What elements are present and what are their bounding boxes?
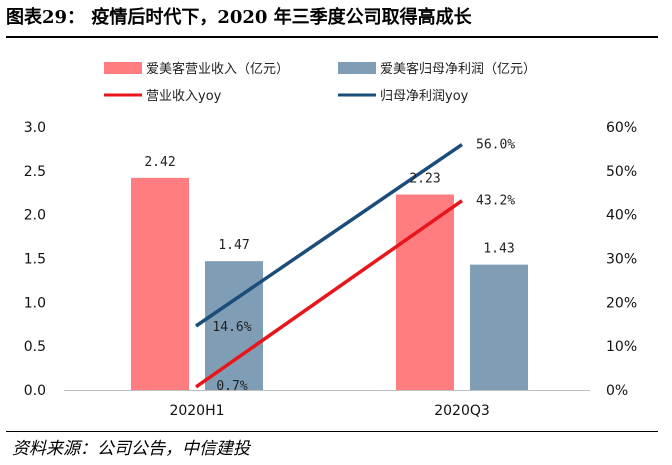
left-tick-label: 0.5	[24, 339, 46, 355]
right-tick-label: 20%	[606, 295, 637, 311]
data-label-profit-yoy: 56.0%	[476, 138, 515, 153]
left-tick-label: 1.5	[24, 252, 46, 268]
legend-label-revenue-yoy: 营业收入yoy	[146, 89, 222, 104]
legend-label-profit: 爱美客归母净利润（亿元）	[380, 61, 536, 77]
data-label-revenue: 2.42	[144, 155, 175, 170]
data-label-profit: 1.47	[218, 238, 249, 253]
data-label-profit: 1.43	[483, 242, 514, 257]
right-tick-label: 40%	[606, 208, 637, 224]
line-profit-yoy	[195, 143, 463, 328]
category-label: 2020Q3	[434, 403, 490, 419]
bottom-divider	[6, 431, 658, 432]
chart-title: 图表29： 疫情后时代下，2020 年三季度公司取得高成长	[6, 7, 472, 28]
left-tick-label: 0.0	[24, 383, 46, 399]
left-tick-label: 2.0	[24, 208, 46, 224]
right-tick-label: 10%	[606, 339, 637, 355]
legend-label-revenue: 爱美客营业收入（亿元）	[146, 61, 289, 77]
bars	[131, 177, 528, 390]
right-tick-label: 30%	[606, 252, 637, 268]
data-label-profit-yoy: 14.6%	[212, 320, 251, 335]
right-tick-label: 50%	[606, 164, 637, 180]
lines	[194, 143, 464, 389]
bar-profit	[470, 264, 528, 390]
right-tick-label: 60%	[606, 120, 637, 136]
bar-revenue	[396, 194, 454, 390]
data-label-revenue-yoy: 43.2%	[476, 194, 515, 209]
title-divider	[6, 36, 658, 38]
source-note: 资料来源：公司公告，中信建投	[12, 439, 250, 459]
data-label-revenue-yoy: 0.7%	[216, 379, 247, 394]
category-axis: 2020H1 2020Q3	[169, 403, 489, 419]
data-label-revenue: 2.23	[409, 172, 440, 187]
right-axis: 0% 10% 20% 30% 40% 50% 60%	[606, 120, 637, 399]
left-tick-label: 1.0	[24, 295, 46, 311]
data-labels: 2.42 2.23 1.47 1.43 0.7% 43.2% 14.6% 56.0%	[144, 138, 515, 394]
chart-area: 爱美客营业收入（亿元） 爱美客归母净利润（亿元） 营业收入yoy 归母净利润yo…	[24, 61, 637, 419]
left-axis: 0.0 0.5 1.0 1.5 2.0 2.5 3.0	[24, 120, 46, 399]
bar-revenue	[131, 177, 189, 390]
right-tick-label: 0%	[606, 383, 628, 399]
legend-swatch-revenue	[104, 62, 142, 74]
line-revenue-yoy	[194, 199, 464, 389]
legend: 爱美客营业收入（亿元） 爱美客归母净利润（亿元） 营业收入yoy 归母净利润yo…	[104, 61, 536, 104]
legend-swatch-profit	[338, 62, 376, 74]
left-tick-label: 3.0	[24, 120, 46, 136]
bar-profit	[205, 261, 263, 390]
legend-label-profit-yoy: 归母净利润yoy	[380, 89, 469, 104]
left-tick-label: 2.5	[24, 164, 46, 180]
category-label: 2020H1	[169, 403, 224, 419]
